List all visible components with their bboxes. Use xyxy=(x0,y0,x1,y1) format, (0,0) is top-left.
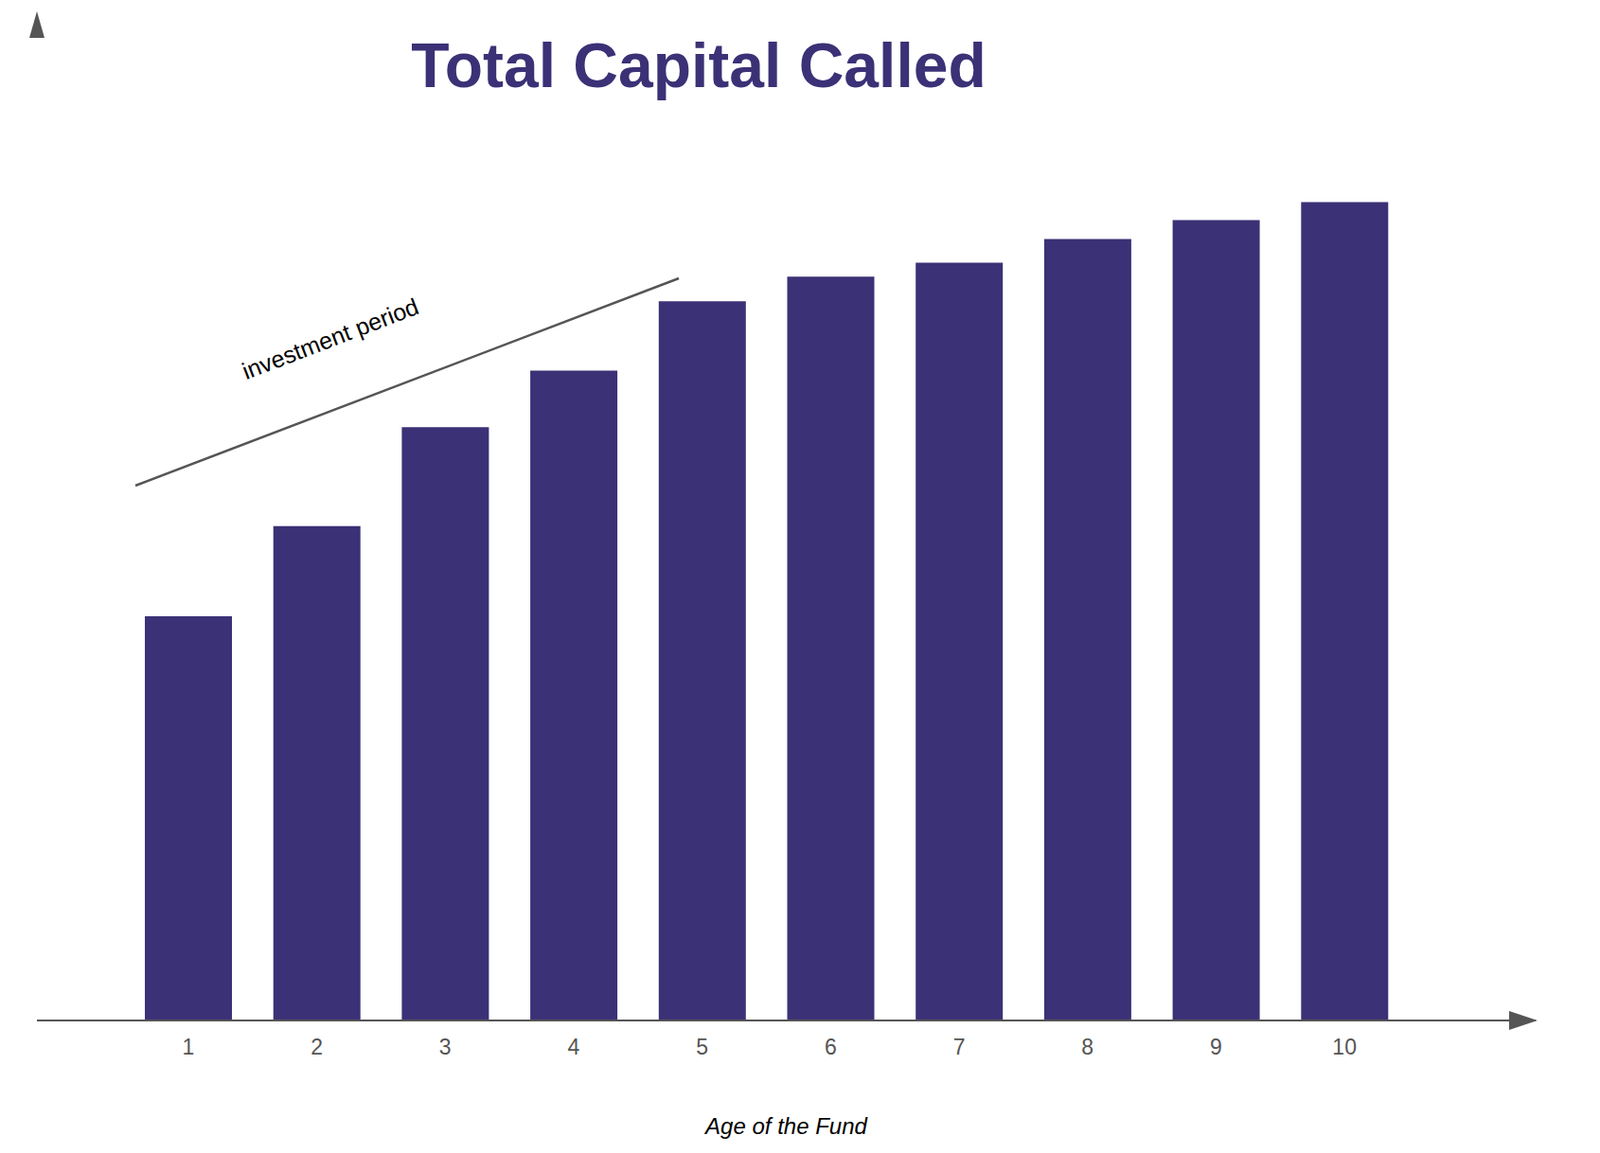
svg-text:3: 3 xyxy=(439,1034,452,1060)
svg-text:9: 9 xyxy=(1209,1034,1223,1060)
svg-text:8: 8 xyxy=(1081,1034,1094,1060)
svg-text:10: 10 xyxy=(1332,1034,1357,1060)
svg-text:7: 7 xyxy=(953,1034,966,1060)
svg-text:6: 6 xyxy=(824,1034,837,1060)
svg-text:1: 1 xyxy=(181,1034,195,1060)
svg-text:5: 5 xyxy=(695,1034,709,1060)
svg-text:4: 4 xyxy=(568,1034,581,1060)
svg-text:Age of the Fund: Age of the Fund xyxy=(703,1113,868,1139)
svg-text:Total Capital Called: Total Capital Called xyxy=(410,30,987,101)
svg-text:2: 2 xyxy=(310,1034,323,1060)
svg-text:investment period: investment period xyxy=(238,292,423,385)
